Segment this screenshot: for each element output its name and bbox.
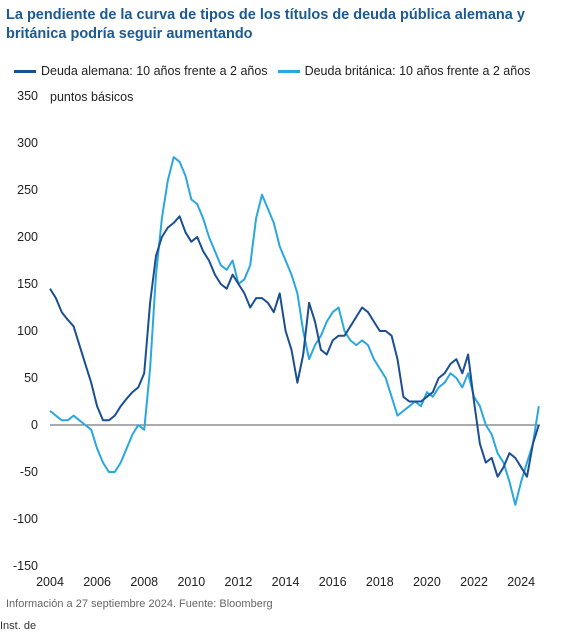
y-axis-unit-label: puntos básicos bbox=[50, 90, 134, 104]
y-tick-label: 300 bbox=[17, 136, 38, 150]
y-tick-label: 250 bbox=[17, 183, 38, 197]
legend-swatch-british bbox=[277, 69, 300, 73]
y-tick-label: -50 bbox=[20, 465, 38, 479]
legend-swatch-german bbox=[14, 69, 36, 73]
y-tick-label: 200 bbox=[17, 230, 38, 244]
y-tick-label: -100 bbox=[13, 512, 38, 526]
legend-label-german: Deuda alemana: 10 años frente a 2 años bbox=[41, 64, 268, 78]
y-tick-label: 350 bbox=[17, 89, 38, 103]
x-tick-label: 2004 bbox=[36, 575, 64, 589]
x-tick-label: 2024 bbox=[507, 575, 535, 589]
series-line-british bbox=[49, 156, 540, 506]
x-tick-label: 2012 bbox=[225, 575, 253, 589]
bottom-fragment-text: Inst. de bbox=[0, 620, 37, 632]
y-tick-label: 0 bbox=[31, 418, 38, 432]
x-tick-label: 2014 bbox=[272, 575, 300, 589]
x-tick-label: 2010 bbox=[177, 575, 205, 589]
legend-label-british: Deuda británica: 10 años frente a 2 años bbox=[304, 64, 531, 78]
chart-title: La pendiente de la curva de tipos de los… bbox=[6, 7, 525, 42]
y-tick-label: 150 bbox=[17, 277, 38, 291]
legend-item-british: Deuda británica: 10 años frente a 2 años bbox=[277, 64, 531, 78]
y-tick-label: 50 bbox=[24, 371, 38, 385]
series-line-german bbox=[49, 215, 540, 478]
x-tick-label: 2022 bbox=[460, 575, 488, 589]
x-tick-label: 2008 bbox=[130, 575, 158, 589]
x-tick-label: 2006 bbox=[83, 575, 111, 589]
x-tick-label: 2020 bbox=[413, 575, 441, 589]
x-tick-label: 2018 bbox=[366, 575, 394, 589]
legend: Deuda alemana: 10 años frente a 2 años D… bbox=[14, 64, 540, 78]
y-tick-label: 100 bbox=[17, 324, 38, 338]
x-tick-label: 2016 bbox=[319, 575, 347, 589]
source-note: Información a 27 septiembre 2024. Fuente… bbox=[6, 598, 273, 610]
legend-item-german: Deuda alemana: 10 años frente a 2 años bbox=[14, 64, 268, 78]
y-tick-label: -150 bbox=[13, 559, 38, 573]
